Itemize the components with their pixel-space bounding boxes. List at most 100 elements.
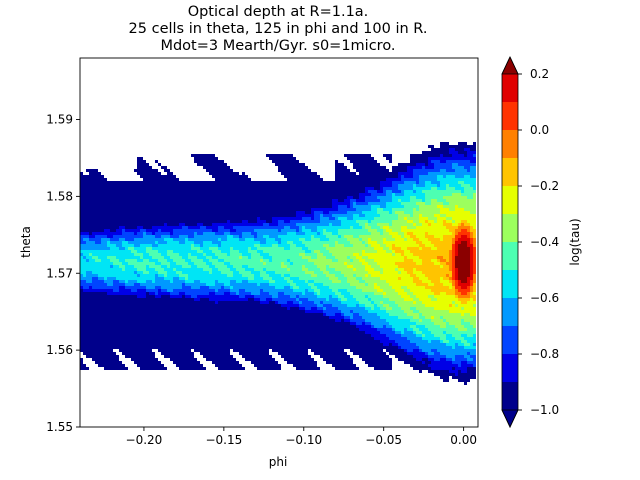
heatmap-cell: [230, 229, 233, 232]
heatmap-cell: [257, 247, 260, 250]
heatmap-cell: [296, 190, 299, 193]
heatmap-cell: [185, 265, 188, 268]
heatmap-cell: [281, 310, 284, 313]
heatmap-cell: [161, 328, 164, 331]
heatmap-cell: [200, 214, 203, 217]
heatmap-cell: [272, 220, 275, 223]
heatmap-cell: [104, 301, 107, 304]
heatmap-cell: [272, 253, 275, 256]
heatmap-cell: [302, 184, 305, 187]
heatmap-cell: [173, 271, 176, 274]
heatmap-cell: [167, 301, 170, 304]
heatmap-cell: [218, 250, 221, 253]
heatmap-cell: [293, 316, 296, 319]
heatmap-cell: [95, 274, 98, 277]
heatmap-cell: [113, 307, 116, 310]
heatmap-cell: [251, 253, 254, 256]
heatmap-cell: [125, 307, 128, 310]
heatmap-cell: [281, 337, 284, 340]
heatmap-cell: [266, 262, 269, 265]
heatmap-cell: [98, 361, 101, 364]
heatmap-cell: [113, 229, 116, 232]
heatmap-cell: [308, 319, 311, 322]
heatmap-cell: [245, 226, 248, 229]
heatmap-cell: [179, 235, 182, 238]
heatmap-cell: [311, 193, 314, 196]
heatmap-cell: [182, 295, 185, 298]
heatmap-cell: [122, 268, 125, 271]
heatmap-cell: [137, 169, 140, 172]
heatmap-cell: [89, 301, 92, 304]
heatmap-cell: [200, 193, 203, 196]
heatmap-cell: [215, 163, 218, 166]
heatmap-cell: [236, 331, 239, 334]
heatmap-cell: [170, 178, 173, 181]
heatmap-cell: [131, 274, 134, 277]
heatmap-cell: [266, 208, 269, 211]
heatmap-cell: [260, 310, 263, 313]
heatmap-cell: [95, 322, 98, 325]
heatmap-cell: [215, 310, 218, 313]
heatmap-cell: [164, 367, 167, 370]
heatmap-cell: [194, 334, 197, 337]
heatmap-cell: [164, 307, 167, 310]
heatmap-cell: [164, 208, 167, 211]
heatmap-cell: [200, 160, 203, 163]
heatmap-cell: [104, 226, 107, 229]
heatmap-cell: [284, 157, 287, 160]
heatmap-cell: [173, 292, 176, 295]
heatmap-cell: [257, 301, 260, 304]
heatmap-cell: [116, 364, 119, 367]
heatmap-cell: [146, 280, 149, 283]
heatmap-cell: [269, 190, 272, 193]
heatmap-cell: [140, 193, 143, 196]
heatmap-cell: [230, 256, 233, 259]
heatmap-cell: [125, 271, 128, 274]
heatmap-cell: [308, 193, 311, 196]
heatmap-cell: [191, 271, 194, 274]
heatmap-cell: [140, 157, 143, 160]
heatmap-cell: [278, 211, 281, 214]
heatmap-cell: [299, 325, 302, 328]
heatmap-cell: [164, 247, 167, 250]
heatmap-cell: [287, 301, 290, 304]
heatmap-cell: [128, 286, 131, 289]
heatmap-cell: [140, 244, 143, 247]
heatmap-cell: [215, 340, 218, 343]
heatmap-cell: [215, 280, 218, 283]
heatmap-cell: [260, 187, 263, 190]
heatmap-cell: [116, 334, 119, 337]
heatmap-cell: [254, 325, 257, 328]
heatmap-cell: [260, 184, 263, 187]
heatmap-cell: [80, 190, 83, 193]
heatmap-cell: [257, 316, 260, 319]
heatmap-cell: [296, 226, 299, 229]
heatmap-cell: [152, 244, 155, 247]
heatmap-cell: [188, 313, 191, 316]
heatmap-cell: [272, 325, 275, 328]
heatmap-cell: [278, 265, 281, 268]
heatmap-cell: [104, 367, 107, 370]
heatmap-cell: [149, 262, 152, 265]
heatmap-cell: [284, 169, 287, 172]
heatmap-cell: [197, 154, 200, 157]
heatmap-cell: [140, 355, 143, 358]
heatmap-cell: [221, 343, 224, 346]
heatmap-cell: [107, 268, 110, 271]
heatmap-cell: [284, 262, 287, 265]
heatmap-cell: [149, 205, 152, 208]
heatmap-cell: [251, 322, 254, 325]
heatmap-cell: [119, 199, 122, 202]
heatmap-cell: [254, 208, 257, 211]
heatmap-cell: [239, 211, 242, 214]
heatmap-cell: [299, 352, 302, 355]
heatmap-cell: [104, 241, 107, 244]
heatmap-cell: [101, 328, 104, 331]
heatmap-cell: [296, 187, 299, 190]
heatmap-cell: [149, 298, 152, 301]
heatmap-cell: [239, 304, 242, 307]
heatmap-cell: [188, 193, 191, 196]
heatmap-cell: [95, 337, 98, 340]
heatmap-cell: [266, 244, 269, 247]
heatmap-cell: [92, 211, 95, 214]
